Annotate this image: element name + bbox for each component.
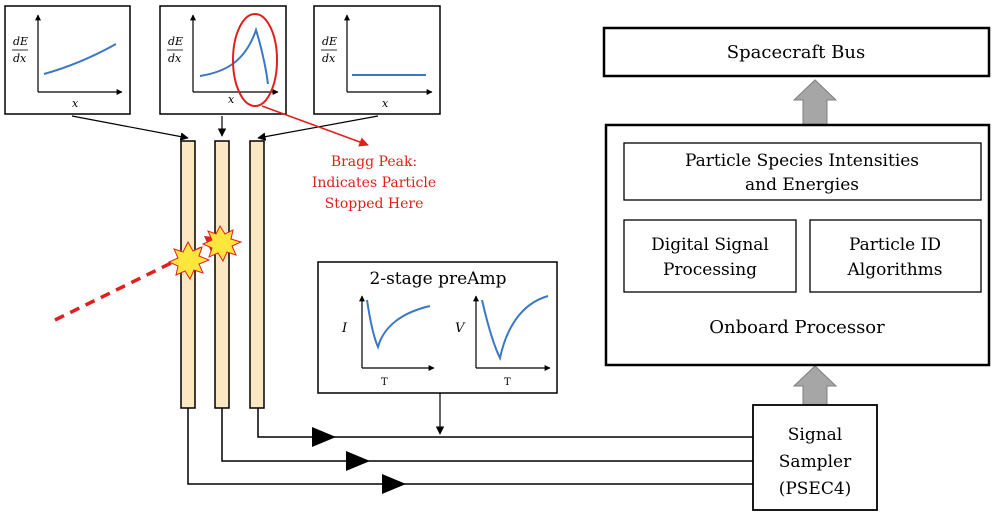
- plot3-y-num: dE: [322, 35, 337, 48]
- voltage-axis-label: V: [455, 321, 466, 336]
- plot1-y-den: dx: [13, 52, 27, 65]
- detector-wiring: [187, 408, 755, 485]
- plot-flat: dE dx x: [313, 5, 441, 115]
- plot3-x-label: x: [382, 97, 389, 110]
- uplink-arrow-processor-to-bus: [792, 79, 838, 128]
- spacecraft-bus-box: Spacecraft Bus: [602, 26, 991, 78]
- current-axis-label: I: [341, 321, 348, 336]
- dsp-label-2: Processing: [663, 260, 757, 280]
- plot1-y-num: dE: [13, 35, 28, 48]
- arrow-plot1-to-detector1: [71, 115, 189, 141]
- current-pulse-curve: [366, 299, 431, 350]
- pid-label: Particle ID: [849, 235, 941, 255]
- preamp-box: 2-stage preAmp I T V T: [317, 261, 558, 394]
- pid-box: [809, 219, 982, 293]
- time-axis-label-1: T: [381, 377, 388, 388]
- plot2-y-num: dE: [168, 35, 183, 48]
- detector-layer-3: [249, 140, 265, 409]
- processor-title: Onboard Processor: [709, 317, 885, 338]
- intensities-label: Particle Species Intensities: [685, 151, 919, 171]
- bragg-annotation-arrow: [261, 105, 369, 147]
- sampler-label-3: (PSEC4): [779, 479, 852, 499]
- plot-bragg-peak: dE dx x: [159, 5, 287, 115]
- impact-burst-icon: [167, 240, 211, 281]
- detector-layer-2: [214, 140, 230, 409]
- uplink-arrow-sampler-to-processor: [792, 365, 838, 406]
- intensities-label-2: and Energies: [745, 175, 859, 195]
- intensities-box: [623, 142, 982, 201]
- curve-rising: [43, 43, 117, 75]
- dsp-box: [623, 219, 797, 293]
- sampler-label-1: Signal: [788, 425, 843, 445]
- bragg-peak-highlight: [232, 13, 278, 107]
- signal-sampler-box: Signal Sampler (PSEC4): [752, 404, 878, 511]
- svg-text:Indicates Particle: Indicates Particle: [312, 175, 436, 191]
- spacecraft-bus-label: Spacecraft Bus: [727, 42, 865, 63]
- curve-bragg: [199, 26, 269, 85]
- onboard-processor-box: Particle Species Intensities and Energie…: [604, 123, 991, 367]
- plot3-y-den: dx: [322, 52, 336, 65]
- pid-label-2: Algorithms: [846, 260, 942, 280]
- plot2-x-label: x: [228, 93, 235, 106]
- bragg-annotation: Bragg Peak: Indicates Particle Stopped H…: [312, 154, 436, 212]
- svg-text:Stopped Here: Stopped Here: [325, 196, 424, 212]
- dsp-label: Digital Signal: [651, 235, 769, 255]
- voltage-pulse-curve: [481, 295, 549, 361]
- impact-burst-icon: [201, 224, 243, 263]
- preamp-title: 2-stage preAmp: [370, 269, 507, 289]
- signal-arrowheads: [312, 427, 406, 494]
- time-axis-label-2: T: [504, 377, 511, 388]
- sampler-label-2: Sampler: [779, 452, 852, 472]
- plot1-x-label: x: [72, 97, 79, 110]
- plot2-y-den: dx: [168, 52, 182, 65]
- svg-text:Bragg Peak:: Bragg Peak:: [331, 154, 417, 170]
- plot-rising-curve: dE dx x: [4, 5, 131, 115]
